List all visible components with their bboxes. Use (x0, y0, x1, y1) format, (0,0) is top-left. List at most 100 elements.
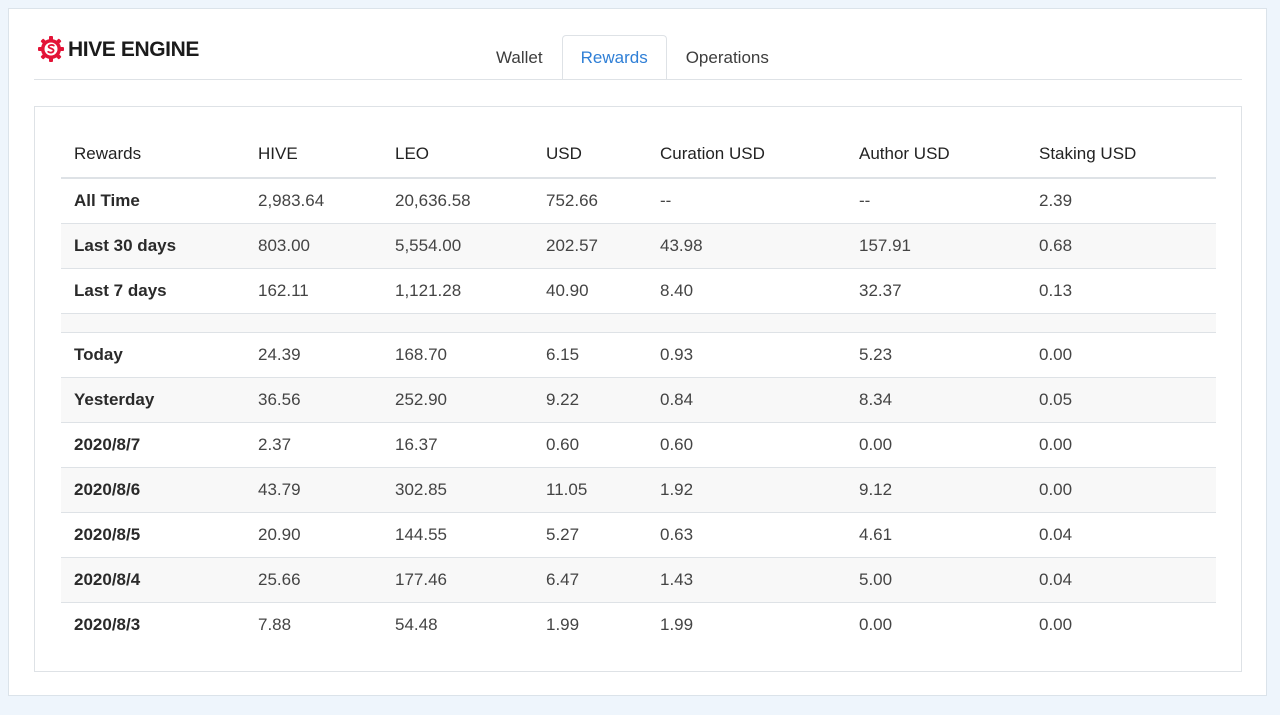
table-cell: 7.88 (245, 602, 382, 647)
table-cell: 0.04 (1026, 557, 1216, 603)
table-row: 2020/8/3 7.88 54.48 1.99 1.99 0.00 0.00 (61, 602, 1216, 647)
table-cell: 144.55 (382, 512, 533, 558)
table-row: 2020/8/7 2.37 16.37 0.60 0.60 0.00 0.00 (61, 422, 1216, 468)
row-label: 2020/8/3 (61, 602, 245, 647)
column-header-rewards: Rewards (61, 131, 245, 179)
table-cell: 6.15 (533, 332, 647, 378)
page-container: HIVE ENGINE Wallet Rewards Operations Re… (8, 8, 1267, 696)
column-header-hive: HIVE (245, 131, 382, 179)
table-cell: -- (846, 177, 1026, 224)
table-row: Last 30 days 803.00 5,554.00 202.57 43.98 157… (61, 223, 1216, 269)
table-cell: 0.84 (647, 377, 846, 423)
tab-divider (34, 79, 1242, 80)
table-cell: 8.40 (647, 268, 846, 314)
table-cell: 0.63 (647, 512, 846, 558)
table-cell: 25.66 (245, 557, 382, 603)
table-cell: 0.93 (647, 332, 846, 378)
tab-wallet[interactable]: Wallet (496, 48, 543, 67)
table-cell: 252.90 (382, 377, 533, 423)
table-cell: 32.37 (846, 268, 1026, 314)
brand-name: HIVE ENGINE (68, 37, 199, 61)
daily-rows: Today 24.39 168.70 6.15 0.93 5.23 0.00 Yesterda… (61, 332, 1216, 647)
table-cell: 40.90 (533, 268, 647, 314)
table-cell: 0.60 (647, 422, 846, 468)
table-cell: 1.99 (647, 602, 846, 647)
table-cell: 1.99 (533, 602, 647, 647)
table-cell: 9.12 (846, 467, 1026, 513)
column-header-staking-usd: Staking USD (1026, 131, 1216, 179)
tab-rewards[interactable]: Rewards (561, 35, 667, 81)
row-label: Last 7 days (61, 268, 245, 314)
rewards-card: Rewards HIVE LEO USD Curation USD Author… (34, 106, 1242, 672)
column-header-leo: LEO (382, 131, 533, 179)
column-header-curation-usd: Curation USD (647, 131, 846, 179)
table-row: Yesterday 36.56 252.90 9.22 0.84 8.34 0.05 (61, 377, 1216, 423)
table-cell: -- (647, 177, 846, 224)
table-cell: 20,636.58 (382, 177, 533, 224)
table-cell: 177.46 (382, 557, 533, 603)
table-cell: 6.47 (533, 557, 647, 603)
row-label: Yesterday (61, 377, 245, 423)
row-label: 2020/8/7 (61, 422, 245, 468)
table-cell: 0.00 (846, 602, 1026, 647)
table-cell: 0.00 (1026, 467, 1216, 513)
spacer-section (61, 313, 1216, 333)
table-cell: 2.39 (1026, 177, 1216, 224)
table-cell: 20.90 (245, 512, 382, 558)
table-cell: 0.00 (846, 422, 1026, 468)
table-cell: 168.70 (382, 332, 533, 378)
rewards-table: Rewards HIVE LEO USD Curation USD Author… (61, 131, 1216, 647)
table-cell: 0.05 (1026, 377, 1216, 423)
table-cell: 162.11 (245, 268, 382, 314)
table-cell: 0.13 (1026, 268, 1216, 314)
brand-logo[interactable]: HIVE ENGINE (37, 35, 199, 63)
table-cell: 5,554.00 (382, 223, 533, 269)
table-row: All Time 2,983.64 20,636.58 752.66 -- -- 2.39 (61, 177, 1216, 224)
summary-rows: All Time 2,983.64 20,636.58 752.66 -- -- 2.39 L… (61, 177, 1216, 314)
table-cell: 9.22 (533, 377, 647, 423)
table-cell: 1,121.28 (382, 268, 533, 314)
table-cell: 752.66 (533, 177, 647, 224)
table-row: Today 24.39 168.70 6.15 0.93 5.23 0.00 (61, 332, 1216, 378)
table-cell: 202.57 (533, 223, 647, 269)
table-cell: 43.98 (647, 223, 846, 269)
hive-engine-logo-icon (38, 36, 64, 62)
table-cell: 5.00 (846, 557, 1026, 603)
table-cell: 54.48 (382, 602, 533, 647)
table-row: 2020/8/4 25.66 177.46 6.47 1.43 5.00 0.04 (61, 557, 1216, 603)
row-label: Today (61, 332, 245, 378)
row-label: 2020/8/5 (61, 512, 245, 558)
table-cell: 0.00 (1026, 422, 1216, 468)
table-cell: 16.37 (382, 422, 533, 468)
table-cell: 43.79 (245, 467, 382, 513)
table-cell: 36.56 (245, 377, 382, 423)
table-row: Last 7 days 162.11 1,121.28 40.90 8.40 32.37 0… (61, 268, 1216, 314)
table-cell: 2,983.64 (245, 177, 382, 224)
table-cell: 1.92 (647, 467, 846, 513)
row-label: 2020/8/4 (61, 557, 245, 603)
table-cell: 11.05 (533, 467, 647, 513)
table-header-row: Rewards HIVE LEO USD Curation USD Author… (61, 131, 1216, 179)
table-cell: 0.04 (1026, 512, 1216, 558)
table-cell: 0.00 (1026, 332, 1216, 378)
table-cell: 0.68 (1026, 223, 1216, 269)
table-cell: 5.23 (846, 332, 1026, 378)
row-label: 2020/8/6 (61, 467, 245, 513)
table-cell: 1.43 (647, 557, 846, 603)
column-header-author-usd: Author USD (846, 131, 1026, 179)
table-cell: 803.00 (245, 223, 382, 269)
table-cell: 24.39 (245, 332, 382, 378)
table-cell: 302.85 (382, 467, 533, 513)
spacer-row (61, 313, 1216, 333)
table-cell: 0.60 (533, 422, 647, 468)
table-row: 2020/8/5 20.90 144.55 5.27 0.63 4.61 0.04 (61, 512, 1216, 558)
table-cell: 2.37 (245, 422, 382, 468)
table-cell: 4.61 (846, 512, 1026, 558)
table-row: 2020/8/6 43.79 302.85 11.05 1.92 9.12 0.00 (61, 467, 1216, 513)
tab-bar: Wallet Rewards Operations (477, 35, 788, 81)
table-cell: 5.27 (533, 512, 647, 558)
table-cell: 8.34 (846, 377, 1026, 423)
row-label: All Time (61, 177, 245, 224)
table-cell: 157.91 (846, 223, 1026, 269)
tab-operations[interactable]: Operations (685, 48, 769, 67)
